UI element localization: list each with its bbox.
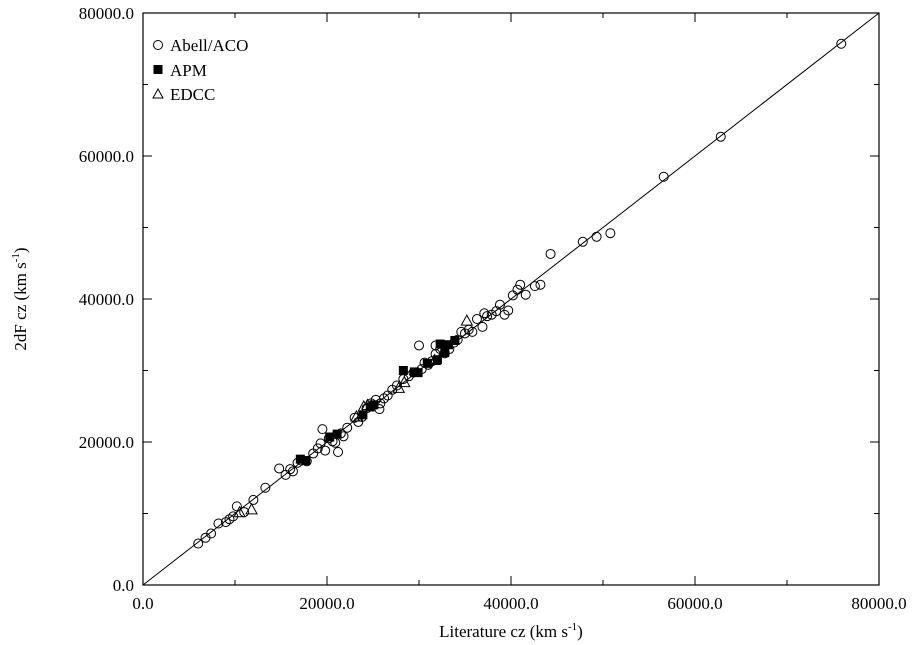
point-abell-aco: [715, 131, 726, 142]
y-axis-label: 2dF cz (km s-1): [10, 247, 30, 350]
identity-line: [142, 12, 880, 586]
point-abell-aco: [274, 463, 285, 474]
point-abell-aco: [477, 321, 488, 332]
point-apm: [443, 340, 453, 350]
point-abell-aco: [491, 306, 502, 317]
point-abell-aco: [342, 422, 353, 433]
y-axis-label-close: ): [11, 247, 30, 253]
point-abell-aco: [479, 308, 490, 319]
point-edcc: [357, 399, 371, 412]
point-abell-aco: [658, 171, 669, 182]
x-axis-label-close: ): [577, 622, 583, 641]
point-abell-aco: [545, 248, 556, 259]
point-abell-aco: [317, 424, 328, 435]
point-abell-aco: [482, 311, 493, 322]
point-apm: [332, 429, 342, 439]
point-edcc: [245, 502, 258, 515]
point-abell-aco: [353, 416, 364, 427]
point-abell-aco: [535, 279, 546, 290]
point-edcc: [428, 353, 441, 365]
point-apm: [398, 366, 408, 375]
x-tick-label: 80000.0: [851, 594, 906, 613]
axis-ticks: [142, 12, 880, 586]
point-edcc: [392, 381, 406, 393]
point-apm: [413, 368, 423, 378]
axis-tick-labels: 0.0 20000.0 40000.0 60000.0 80000.0 0.0 20000.…: [79, 4, 907, 613]
point-abell-aco: [206, 528, 217, 539]
y-axis-label-main: 2dF cz (km s: [11, 262, 30, 350]
x-tick-label: 20000.0: [299, 594, 354, 613]
data-points: [193, 38, 847, 549]
point-abell-aco: [312, 443, 323, 454]
legend-label-apm: APM: [170, 61, 207, 80]
point-abell-aco: [520, 289, 531, 300]
point-abell-aco: [467, 326, 478, 337]
point-edcc: [361, 398, 374, 411]
y-tick-label: 20000.0: [79, 433, 134, 452]
x-axis-label-main: Literature cz (km s: [439, 622, 568, 641]
point-abell-aco: [515, 279, 526, 290]
point-abell-aco: [224, 514, 235, 525]
legend-label-abell: Abell/ACO: [170, 36, 248, 55]
point-abell-aco: [379, 393, 390, 404]
point-abell-aco: [836, 38, 847, 49]
y-tick-label: 80000.0: [79, 4, 134, 23]
point-abell-aco: [503, 305, 514, 316]
x-axis-label: Literature cz (km s-1): [439, 621, 583, 641]
x-tick-label: 0.0: [132, 594, 153, 613]
legend: Abell/ACO APM EDCC: [152, 36, 248, 104]
legend-marker-edcc: [152, 87, 164, 99]
point-abell-aco: [333, 447, 344, 458]
point-apm: [301, 456, 311, 466]
point-abell-aco: [591, 231, 602, 242]
point-apm: [325, 432, 335, 442]
point-apm: [295, 454, 305, 464]
point-abell-aco: [494, 299, 505, 310]
point-abell-aco: [285, 464, 296, 475]
point-apm: [422, 358, 432, 368]
point-abell-aco: [287, 466, 298, 477]
point-abell-aco: [471, 314, 482, 325]
y-axis-label-exponent: -1: [10, 253, 22, 262]
point-abell-aco: [414, 340, 424, 351]
point-abell-aco: [460, 328, 470, 339]
point-abell-aco: [220, 517, 231, 528]
point-apm: [358, 410, 368, 420]
point-abell-aco: [248, 494, 259, 505]
point-edcc: [350, 409, 363, 422]
x-tick-label: 60000.0: [667, 594, 722, 613]
point-abell-aco: [512, 284, 523, 295]
point-apm: [450, 335, 460, 345]
point-apm: [435, 339, 445, 349]
legend-label-edcc: EDCC: [170, 85, 215, 104]
point-edcc: [460, 314, 474, 326]
point-abell-aco: [391, 380, 402, 391]
point-edcc: [233, 505, 246, 518]
point-abell-aco: [529, 281, 540, 292]
legend-marker-abell: [153, 40, 163, 50]
point-abell-aco: [260, 482, 271, 493]
x-tick-label: 40000.0: [483, 594, 538, 613]
y-tick-label: 0.0: [113, 576, 134, 595]
point-abell-aco: [213, 518, 224, 529]
point-abell-aco: [193, 538, 204, 549]
legend-marker-apm: [153, 65, 163, 74]
point-edcc: [397, 375, 411, 388]
x-axis-label-exponent: -1: [568, 621, 577, 633]
y-tick-label: 40000.0: [79, 290, 134, 309]
point-abell-aco: [577, 236, 588, 247]
point-abell-aco: [605, 228, 616, 239]
point-abell-aco: [315, 438, 326, 449]
point-apm: [440, 348, 450, 358]
point-abell-aco: [320, 445, 331, 456]
point-apm: [369, 400, 379, 410]
y-tick-label: 60000.0: [79, 147, 134, 166]
